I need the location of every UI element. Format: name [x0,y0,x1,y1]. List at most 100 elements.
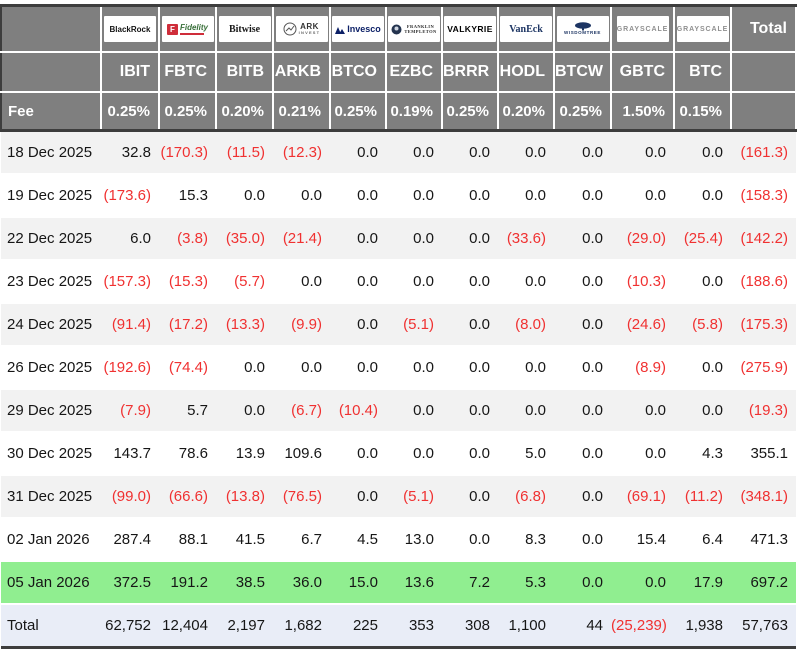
total-row: Total 62,752 12,404 2,197 1,682 225 353 308 1,10… [1,604,796,649]
fee-cell: 0.15% [673,91,732,132]
flow-cell: (66.6) [159,475,216,519]
flow-cell: (10.4) [330,389,386,433]
flow-cell: (173.6) [101,174,159,218]
table-row: 29 Dec 2025 (7.9) 5.7 0.0 (6.7) (10.4) 0.0 0.0 0… [1,389,796,433]
flow-cell: (13.3) [216,303,273,347]
vaneck-logo-icon: VanEck [500,16,552,42]
table-row: 31 Dec 2025 (99.0) (66.6) (13.8) (76.5) 0.0 (5… [1,475,796,519]
flow-cell: 0.0 [386,432,442,476]
provider-wordmark: F Fidelity [166,23,208,35]
flow-cell: (5.1) [386,303,442,347]
flow-cell: 0.0 [386,346,442,390]
flow-cell: (12.3) [273,130,330,175]
grand-total-cell: 57,763 [731,604,796,649]
ticker-cell: ARKB [272,51,331,93]
flow-cell: (11.2) [674,475,731,519]
flow-cell: (21.4) [273,217,330,261]
flow-cell: (25.4) [674,217,731,261]
total-flow-cell: 308 [442,604,498,649]
provider-logo-cell: BlackRock [100,4,160,53]
flow-cell: 0.0 [386,389,442,433]
provider-wordmark: Invesco [335,24,381,34]
flow-cell: 0.0 [498,260,554,304]
ticker-cell: EZBC [385,51,443,93]
flow-cell: (5.8) [674,303,731,347]
flow-cell: 0.0 [611,174,674,218]
flow-cell: 32.8 [101,130,159,175]
flow-cell: (6.8) [498,475,554,519]
corner-cell [0,4,102,53]
row-total-cell: (161.3) [731,130,796,175]
fee-cell: 0.25% [329,91,387,132]
fidelity-logo-icon: F Fidelity [161,16,214,42]
flow-cell: 0.0 [442,130,498,175]
flow-cell: 0.0 [273,260,330,304]
provider-logo-cell: Bitwise [215,4,274,53]
flow-cell: 0.0 [674,174,731,218]
ticker-cell: IBIT [100,51,160,93]
flow-cell: 0.0 [611,130,674,175]
flow-cell: 38.5 [216,561,273,605]
ticker-cell: BITB [215,51,274,93]
ark-invest-logo-icon: ARK INVEST [275,16,328,42]
provider-logo-cell: ARK INVEST [272,4,331,53]
fee-total-empty-cell [730,91,797,132]
flow-cell: 0.0 [554,432,611,476]
flow-cell: 143.7 [101,432,159,476]
flow-cell: 13.0 [386,518,442,562]
provider-logo-cell: GRAYSCALE [610,4,675,53]
row-total-cell: (175.3) [731,303,796,347]
total-flow-cell: 44 [554,604,611,649]
date-cell: 29 Dec 2025 [1,389,101,433]
flow-cell: 0.0 [330,475,386,519]
row-total-cell: (19.3) [731,389,796,433]
flow-cell: (33.6) [498,217,554,261]
flow-cell: (10.3) [611,260,674,304]
row-total-cell: (142.2) [731,217,796,261]
flow-cell: (15.3) [159,260,216,304]
flow-cell: 0.0 [611,432,674,476]
table-row: 26 Dec 2025 (192.6) (74.4) 0.0 0.0 0.0 0.0 0.0 0… [1,346,796,390]
ticker-cell: BRRR [441,51,499,93]
flow-cell: 15.4 [611,518,674,562]
flow-cell: 0.0 [442,303,498,347]
table-row: 22 Dec 2025 6.0 (3.8) (35.0) (21.4) 0.0 0.0 0.0… [1,217,796,261]
flow-cell: 0.0 [554,346,611,390]
bitcoin-etf-flow-table: BlackRock F Fidelity Bitwise ARK INVEST Invesc… [0,4,797,649]
provider-logo-cell: F Fidelity [158,4,217,53]
fee-cell: 0.25% [100,91,160,132]
provider-wordmark: VALKYRIE [447,24,493,34]
flow-cell: 0.0 [554,260,611,304]
flow-cell: 0.0 [330,346,386,390]
table-row: 18 Dec 2025 32.8 (170.3) (11.5) (12.3) 0.0 0.0… [1,130,796,175]
date-cell: 30 Dec 2025 [1,432,101,476]
flow-cell: 0.0 [674,260,731,304]
valkyrie-logo-icon: VALKYRIE [444,16,496,42]
date-cell: 19 Dec 2025 [1,174,101,218]
flow-cell: 0.0 [442,217,498,261]
flow-cell: 372.5 [101,561,159,605]
total-flow-cell: 12,404 [159,604,216,649]
ticker-corner-cell [0,51,102,93]
flow-cell: 0.0 [330,217,386,261]
flow-cell: 88.1 [159,518,216,562]
flow-cell: 0.0 [554,561,611,605]
date-cell: 05 Jan 2026 [1,561,101,605]
provider-logo-cell: Invesco [329,4,387,53]
flow-cell: 0.0 [216,174,273,218]
table-header: BlackRock F Fidelity Bitwise ARK INVEST Invesc… [0,4,797,132]
fee-cell: 0.25% [553,91,612,132]
flow-cell: 0.0 [554,303,611,347]
flow-cell: 8.3 [498,518,554,562]
flow-cell: (7.9) [101,389,159,433]
ticker-cell: HODL [497,51,555,93]
flow-cell: 4.5 [330,518,386,562]
flow-cell: 36.0 [273,561,330,605]
flow-cell: 0.0 [498,389,554,433]
provider-wordmark: VanEck [509,23,543,35]
provider-logo-cell: GRAYSCALE [673,4,732,53]
provider-wordmark: GRAYSCALE [676,25,729,33]
flow-cell: (24.6) [611,303,674,347]
table-body: 18 Dec 2025 32.8 (170.3) (11.5) (12.3) 0.0 0.0… [1,130,796,649]
